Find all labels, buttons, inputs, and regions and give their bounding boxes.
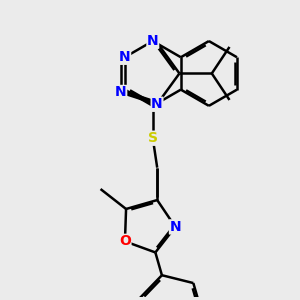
Text: N: N [119,50,130,64]
Text: N: N [151,97,163,111]
Text: N: N [169,220,181,234]
Text: N: N [147,34,159,48]
Text: N: N [115,85,127,100]
Text: S: S [148,131,158,145]
Text: O: O [119,234,131,248]
